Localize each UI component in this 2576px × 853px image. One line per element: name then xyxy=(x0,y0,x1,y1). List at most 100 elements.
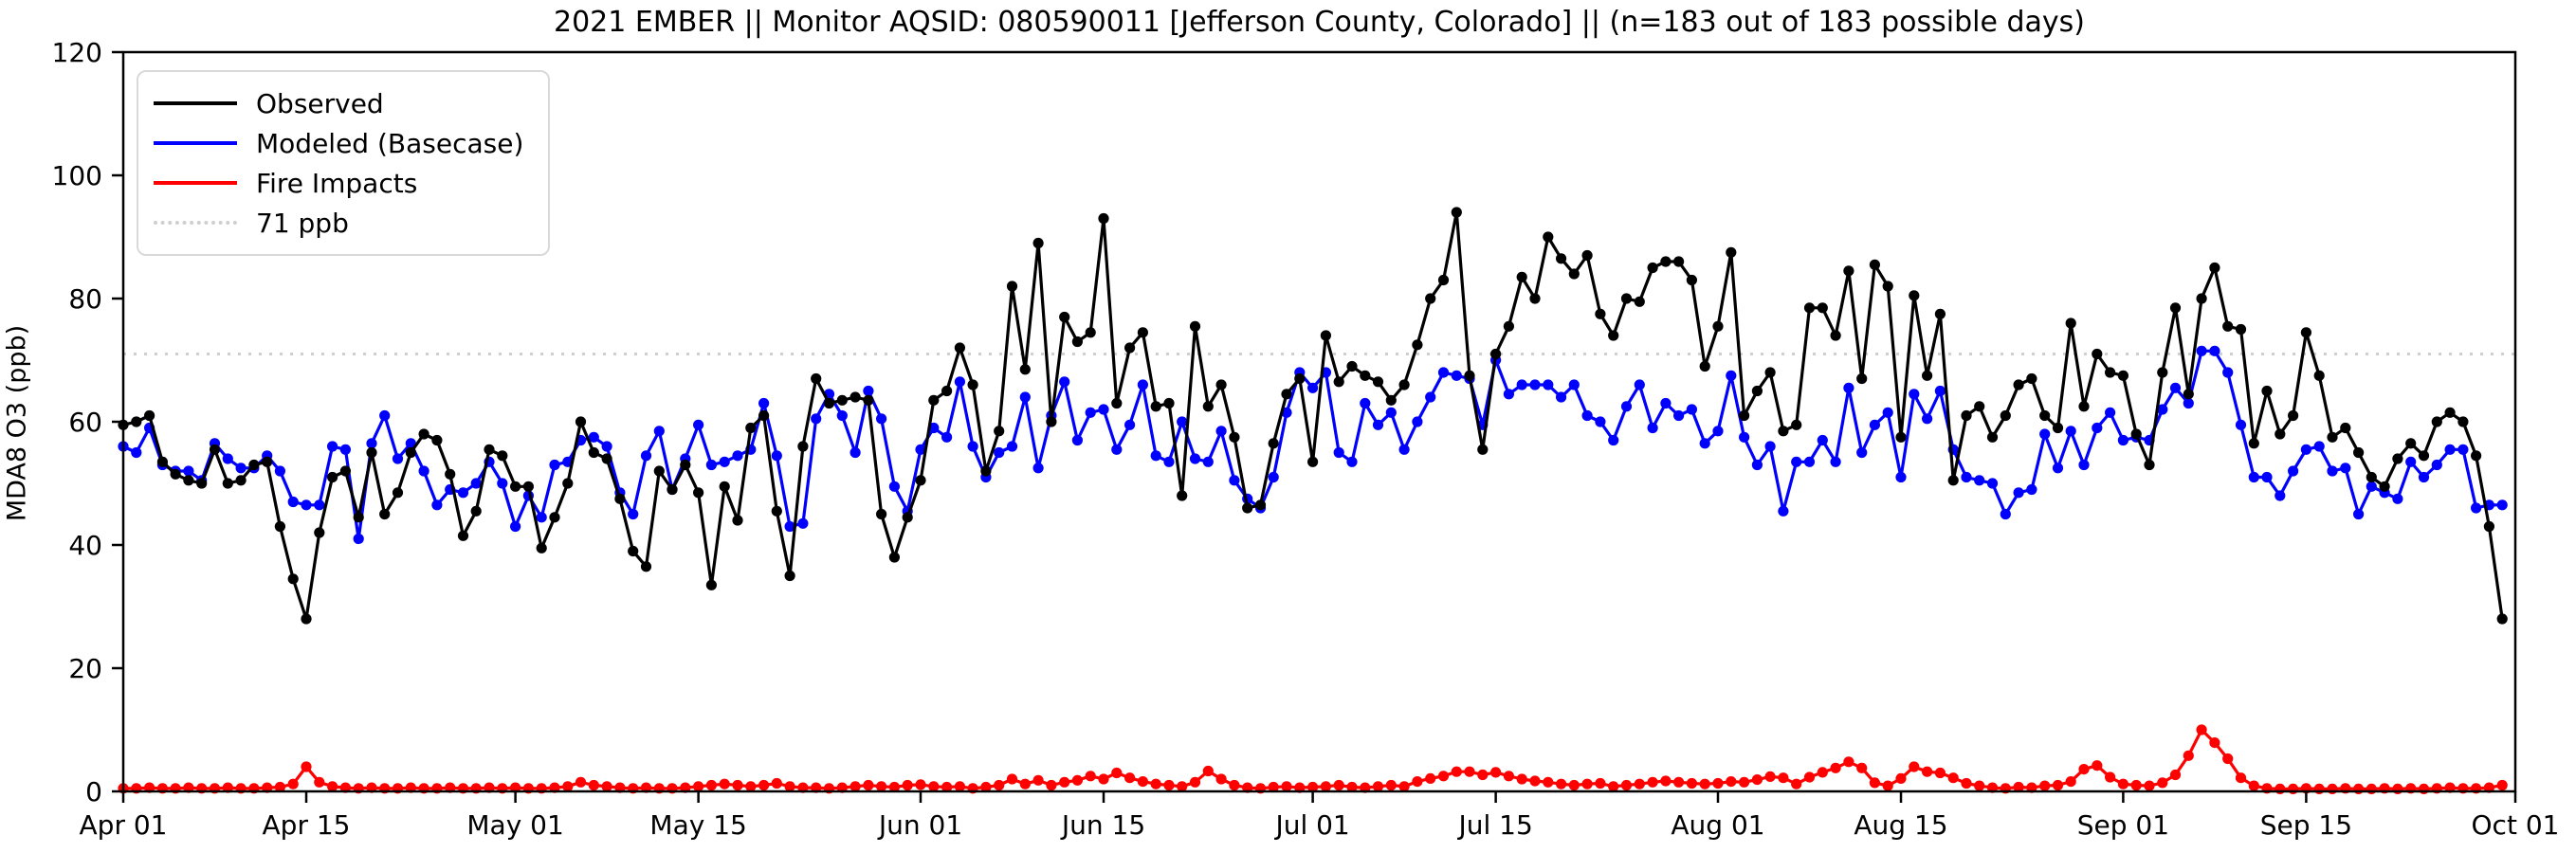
data-point xyxy=(719,778,730,789)
data-point xyxy=(1869,419,1880,430)
data-point xyxy=(1882,780,1893,791)
data-point xyxy=(888,481,901,492)
data-point xyxy=(836,394,848,406)
data-point xyxy=(1307,781,1319,793)
x-tick-label: May 15 xyxy=(649,809,746,841)
data-point xyxy=(915,779,926,790)
data-point xyxy=(732,515,743,526)
data-point xyxy=(1254,499,1267,511)
data-point xyxy=(1503,771,1514,782)
data-point xyxy=(1764,367,1776,378)
data-point xyxy=(1098,404,1109,415)
data-point xyxy=(1869,259,1880,270)
data-point xyxy=(1647,262,1658,274)
data-point xyxy=(1712,320,1724,332)
data-point xyxy=(222,453,233,464)
data-point xyxy=(1817,302,1828,314)
data-point xyxy=(536,542,547,554)
data-point xyxy=(2327,465,2338,477)
data-point xyxy=(850,391,861,403)
data-point xyxy=(2222,753,2234,765)
data-point xyxy=(1189,320,1201,332)
data-point xyxy=(1947,475,1959,486)
series-fire-impacts xyxy=(118,724,2508,795)
data-point xyxy=(2209,737,2220,749)
data-point xyxy=(2496,613,2508,625)
data-point xyxy=(562,478,574,489)
data-point xyxy=(2313,783,2325,795)
data-point xyxy=(771,505,782,517)
data-point xyxy=(131,416,142,427)
data-point xyxy=(1032,463,1044,474)
data-point xyxy=(2471,450,2482,462)
data-point xyxy=(1974,401,1985,412)
data-point xyxy=(1111,397,1123,409)
data-point xyxy=(1712,777,1724,789)
data-point xyxy=(601,453,612,464)
data-point xyxy=(2496,499,2508,511)
data-point xyxy=(1333,446,1344,459)
data-point xyxy=(850,781,861,792)
legend-item-observed: Observed xyxy=(154,83,523,123)
data-point xyxy=(1673,776,1685,788)
data-point xyxy=(1071,774,1083,786)
data-point xyxy=(183,465,194,477)
data-point xyxy=(2105,407,2116,418)
data-point xyxy=(2130,779,2142,791)
data-point xyxy=(235,475,247,486)
data-point xyxy=(1006,281,1018,292)
data-point xyxy=(2313,370,2325,381)
data-point xyxy=(1189,776,1201,788)
data-point xyxy=(209,444,221,455)
data-point xyxy=(863,385,874,397)
data-point xyxy=(941,385,953,397)
data-point xyxy=(1268,471,1279,483)
data-point xyxy=(1608,330,1619,341)
data-point xyxy=(2275,783,2286,795)
data-point xyxy=(2392,783,2403,795)
data-point xyxy=(1215,379,1227,390)
x-tick-label: Jul 01 xyxy=(1273,809,1349,841)
data-point xyxy=(1647,422,1658,434)
data-point xyxy=(301,499,312,511)
fire-line-swatch xyxy=(154,181,237,185)
data-point xyxy=(1490,767,1502,778)
data-point xyxy=(628,508,639,520)
legend-item-fire: Fire Impacts xyxy=(154,163,523,203)
data-point xyxy=(1215,773,1227,785)
data-point xyxy=(1177,781,1188,792)
data-point xyxy=(1909,290,1920,301)
modeled-line-swatch xyxy=(154,141,237,145)
data-point xyxy=(1385,394,1397,406)
data-point xyxy=(2065,426,2076,437)
data-point xyxy=(1071,434,1083,446)
data-point xyxy=(745,422,757,434)
data-point xyxy=(2065,318,2076,329)
data-point xyxy=(1032,237,1044,249)
data-point xyxy=(902,779,913,791)
data-point xyxy=(1360,397,1371,409)
data-point xyxy=(1568,268,1580,280)
data-point xyxy=(2117,434,2128,446)
data-point xyxy=(2105,367,2116,378)
observed-line-swatch xyxy=(154,101,237,105)
data-point xyxy=(1346,781,1358,793)
data-point xyxy=(1150,401,1161,412)
data-point xyxy=(1909,761,1920,772)
data-point xyxy=(1385,407,1397,418)
data-point xyxy=(2105,771,2116,783)
data-point xyxy=(1791,419,1802,430)
data-point xyxy=(1620,401,1633,412)
data-point xyxy=(1595,308,1606,319)
data-point xyxy=(705,579,718,590)
x-tick-label: Apr 01 xyxy=(80,809,168,841)
data-point xyxy=(1934,767,1946,779)
data-point xyxy=(1595,416,1606,427)
data-point xyxy=(2418,783,2430,795)
data-point xyxy=(1281,781,1292,792)
data-point xyxy=(327,781,338,792)
data-point xyxy=(980,781,992,793)
data-point xyxy=(1490,348,1502,360)
data-point xyxy=(614,493,626,504)
